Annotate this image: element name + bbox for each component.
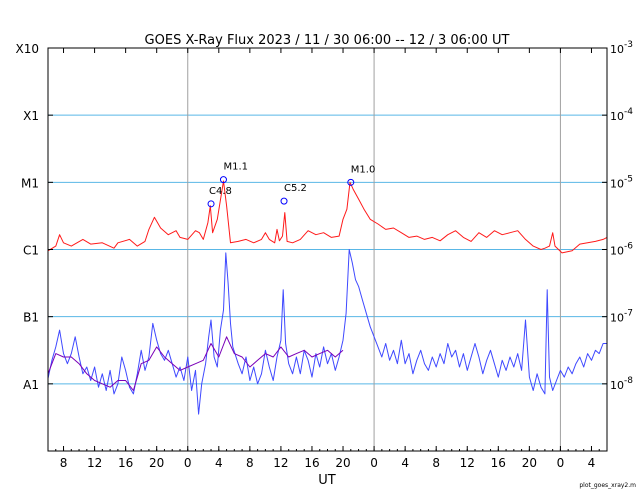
x-tick-label: 16 [491,456,506,470]
flux-tick-base: 10 [610,110,624,123]
flux-tick-label: 10-6 [610,242,633,258]
class-label: C1 [23,244,39,258]
class-label: A1 [23,378,39,392]
flux-tick-base: 10 [610,177,624,190]
flux-tick-label: 10-8 [610,376,633,392]
day-boundary-lines [187,48,561,451]
x-tick-label: 12 [460,456,475,470]
flare-marker [280,197,288,205]
flare-label: M1.0 [351,164,376,175]
x-tick-label: 0 [370,456,378,470]
x-tick-label: 4 [588,456,596,470]
flare-annotations: C4.8 M1.1 C5.2 M1.0 [207,162,376,208]
x-tick-label: 20 [522,456,537,470]
class-label: B1 [23,311,39,325]
x-tick-label: 16 [118,456,133,470]
short-channel-secondary-line [47,336,344,391]
x-tick-label: 8 [60,456,68,470]
y-axis-class-labels: A1 B1 C1 M1 X1 X10 [16,42,53,392]
x-tick-label: 20 [335,456,350,470]
y-axis-flux-labels: 10-810-710-610-510-410-3 [602,40,633,392]
flux-tick-exponent: -5 [624,174,633,184]
flux-tick-exponent: -7 [624,309,633,319]
x-tick-label: 8 [246,456,254,470]
flux-tick-exponent: -4 [624,107,633,117]
x-tick-label: 4 [401,456,409,470]
x-tick-label: 20 [149,456,164,470]
x-tick-label: 16 [304,456,319,470]
flare-marker [207,200,215,208]
flare-marker [219,176,227,184]
x-tick-label: 0 [557,456,565,470]
x-tick-label: 8 [432,456,440,470]
flare-label: M1.1 [223,162,248,173]
plot-credit: plot_goes_xray2.m [579,482,636,489]
x-tick-label: 12 [273,456,288,470]
flux-tick-label: 10-5 [610,174,633,190]
flux-tick-base: 10 [610,379,624,392]
x-axis-label: UT [318,473,336,488]
x-tick-label: 4 [215,456,223,470]
chart-title: GOES X-Ray Flux 2023 / 11 / 30 06:00 -- … [145,33,510,48]
short-channel-line [47,249,607,415]
class-label: M1 [21,176,39,190]
x-axis: 8 12 16 20 0 4 8 12 16 20 0 4 8 12 16 20 0 4 [47,48,608,470]
flare-marker [347,178,355,186]
class-label: X10 [16,42,40,56]
flux-tick-base: 10 [610,43,624,56]
flare-label: C5.2 [284,183,307,194]
flux-tick-base: 10 [610,312,624,325]
flux-tick-exponent: -8 [624,376,633,386]
x-tick-label: 0 [184,456,192,470]
flux-tick-base: 10 [610,245,624,258]
flux-tick-exponent: -3 [624,40,633,50]
flux-tick-label: 10-7 [610,309,633,325]
flare-label: C4.8 [209,186,232,197]
flux-gridlines [48,114,607,385]
flux-tick-label: 10-3 [610,40,633,56]
flux-tick-exponent: -6 [624,242,633,252]
flux-tick-label: 10-4 [610,107,633,123]
long-channel-line [47,180,608,254]
flux-series [47,180,608,415]
class-label: X1 [23,109,39,123]
x-tick-label: 12 [87,456,102,470]
